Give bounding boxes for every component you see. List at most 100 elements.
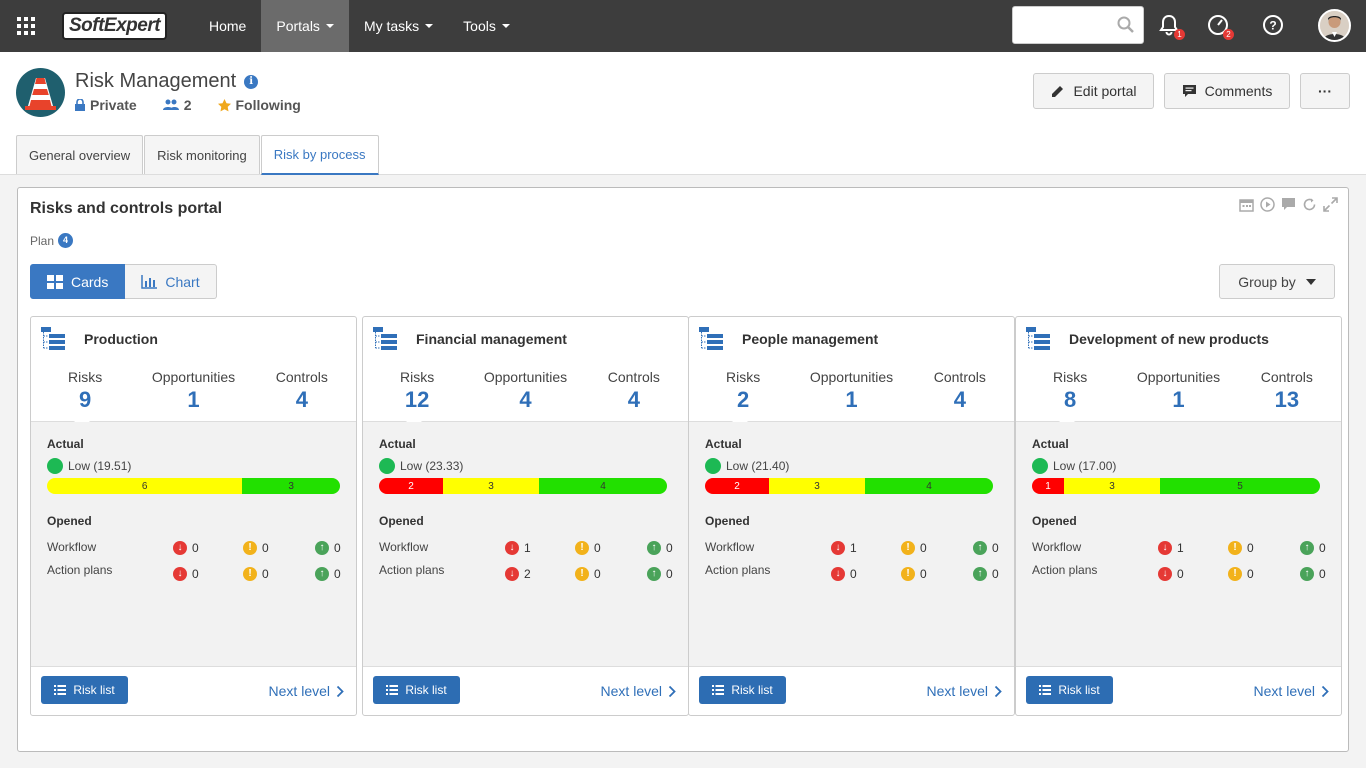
card-title[interactable]: Development of new products: [1069, 331, 1269, 347]
risk-list-button[interactable]: Risk list: [1026, 676, 1113, 704]
card-title[interactable]: People management: [742, 331, 879, 347]
action-plans-high[interactable]: ↓ 0: [831, 567, 857, 581]
risk-list-button[interactable]: Risk list: [41, 676, 128, 704]
bar-segment-medium[interactable]: 3: [443, 478, 539, 494]
play-icon[interactable]: [1260, 197, 1275, 212]
opportunities-stat[interactable]: Opportunities 4: [471, 369, 579, 413]
risk-list-button[interactable]: Risk list: [373, 676, 460, 704]
risks-stat[interactable]: Risks 12: [363, 369, 471, 413]
opportunities-stat[interactable]: Opportunities 1: [1124, 369, 1232, 413]
workflow-low[interactable]: ↑ 0: [647, 541, 673, 555]
info-icon[interactable]: i: [244, 74, 259, 89]
chart-view-button[interactable]: Chart: [125, 264, 217, 299]
bar-segment-low[interactable]: 4: [865, 478, 993, 494]
bar-segment-low[interactable]: 5: [1160, 478, 1320, 494]
next-level-link[interactable]: Next level: [601, 683, 676, 699]
workflow-medium[interactable]: ! 0: [1228, 541, 1254, 555]
bar-segment-high[interactable]: 2: [379, 478, 443, 494]
workflow-high[interactable]: ↓ 1: [1158, 541, 1184, 555]
tab-general-overview[interactable]: General overview: [16, 135, 144, 174]
comments-button[interactable]: Comments: [1164, 73, 1290, 109]
bar-segment-high[interactable]: 1: [1032, 478, 1064, 494]
next-level-link[interactable]: Next level: [1254, 683, 1329, 699]
risks-stat[interactable]: Risks 8: [1016, 369, 1124, 413]
search-icon[interactable]: [1117, 16, 1135, 34]
action-plans-low[interactable]: ↑ 0: [647, 567, 673, 581]
risks-stat[interactable]: Risks 2: [689, 369, 797, 413]
workflow-row: Workflow ↓ 1 ! 0 ↑ 0: [1032, 540, 1327, 556]
action-plans-high[interactable]: ↓ 2: [505, 567, 531, 581]
workflow-low[interactable]: ↑ 0: [1300, 541, 1326, 555]
action-plans-medium[interactable]: ! 0: [243, 567, 269, 581]
action-plans-medium[interactable]: ! 0: [901, 567, 927, 581]
group-by-dropdown[interactable]: Group by: [1219, 264, 1335, 299]
comment-icon[interactable]: [1281, 197, 1296, 212]
edit-portal-button[interactable]: Edit portal: [1033, 73, 1154, 109]
bar-segment-medium[interactable]: 6: [47, 478, 243, 494]
tab-risk-monitoring[interactable]: Risk monitoring: [144, 135, 260, 174]
grid-icon: [47, 274, 63, 289]
user-avatar[interactable]: [1318, 9, 1351, 42]
opportunities-stat[interactable]: Opportunities 1: [139, 369, 247, 413]
card-title[interactable]: Production: [84, 331, 158, 347]
process-tree-icon: [373, 327, 397, 356]
bar-segment-low[interactable]: 3: [242, 478, 340, 494]
members-count[interactable]: 2: [162, 97, 192, 113]
green-status-icon: [705, 458, 721, 474]
action-plans-medium[interactable]: ! 0: [1228, 567, 1254, 581]
plan-filter[interactable]: Plan 4: [30, 233, 74, 248]
tab-risk-by-process[interactable]: Risk by process: [260, 135, 379, 175]
action-plans-high[interactable]: ↓ 0: [1158, 567, 1184, 581]
help-icon[interactable]: ?: [1262, 14, 1286, 38]
controls-stat[interactable]: Controls 4: [906, 369, 1014, 413]
more-options-button[interactable]: ···: [1300, 73, 1350, 109]
next-level-link[interactable]: Next level: [269, 683, 344, 699]
bar-segment-low[interactable]: 4: [539, 478, 667, 494]
nav-portals[interactable]: Portals: [261, 0, 349, 52]
bar-segment-medium[interactable]: 3: [1064, 478, 1160, 494]
action-plans-medium[interactable]: ! 0: [575, 567, 601, 581]
following-status[interactable]: Following: [217, 97, 301, 113]
controls-stat[interactable]: Controls 4: [580, 369, 688, 413]
notifications-bell-icon[interactable]: 1: [1158, 14, 1185, 40]
workflow-high[interactable]: ↓ 1: [505, 541, 531, 555]
bar-segment-medium[interactable]: 3: [769, 478, 865, 494]
action-plans-low[interactable]: ↑ 0: [973, 567, 999, 581]
workflow-medium[interactable]: ! 0: [901, 541, 927, 555]
calendar-icon[interactable]: [1239, 197, 1254, 212]
search-input[interactable]: [1012, 6, 1144, 44]
exclamation-icon: !: [243, 567, 257, 581]
workflow-high[interactable]: ↓ 1: [831, 541, 857, 555]
softexpert-logo[interactable]: SoftExpert: [62, 12, 188, 40]
card-title[interactable]: Financial management: [416, 331, 567, 347]
expand-icon[interactable]: [1323, 197, 1338, 212]
activity-gauge-icon[interactable]: 2: [1207, 14, 1234, 40]
bar-segment-high[interactable]: 2: [705, 478, 769, 494]
workflow-high[interactable]: ↓ 0: [173, 541, 199, 555]
nav-home[interactable]: Home: [209, 18, 247, 34]
nav-my-tasks[interactable]: My tasks: [349, 0, 448, 52]
workflow-low[interactable]: ↑ 0: [315, 541, 341, 555]
action-plans-low[interactable]: ↑ 0: [1300, 567, 1326, 581]
opportunities-count: 1: [187, 387, 200, 412]
opportunities-stat[interactable]: Opportunities 1: [797, 369, 905, 413]
workflow-medium[interactable]: ! 0: [575, 541, 601, 555]
arrow-up-icon: ↑: [647, 541, 661, 555]
action-plans-low[interactable]: ↑ 0: [315, 567, 341, 581]
workflow-low[interactable]: ↑ 0: [973, 541, 999, 555]
workflow-medium[interactable]: ! 0: [243, 541, 269, 555]
next-level-link[interactable]: Next level: [927, 683, 1002, 699]
risk-list-button[interactable]: Risk list: [699, 676, 786, 704]
risks-stat[interactable]: Risks 9: [31, 369, 139, 413]
cards-view-button[interactable]: Cards: [30, 264, 126, 299]
action-plans-high[interactable]: ↓ 0: [173, 567, 199, 581]
refresh-icon[interactable]: [1302, 197, 1317, 212]
controls-stat[interactable]: Controls 4: [248, 369, 356, 413]
apps-grid-icon[interactable]: [0, 0, 52, 52]
nav-tools[interactable]: Tools: [448, 0, 525, 52]
controls-stat[interactable]: Controls 13: [1233, 369, 1341, 413]
